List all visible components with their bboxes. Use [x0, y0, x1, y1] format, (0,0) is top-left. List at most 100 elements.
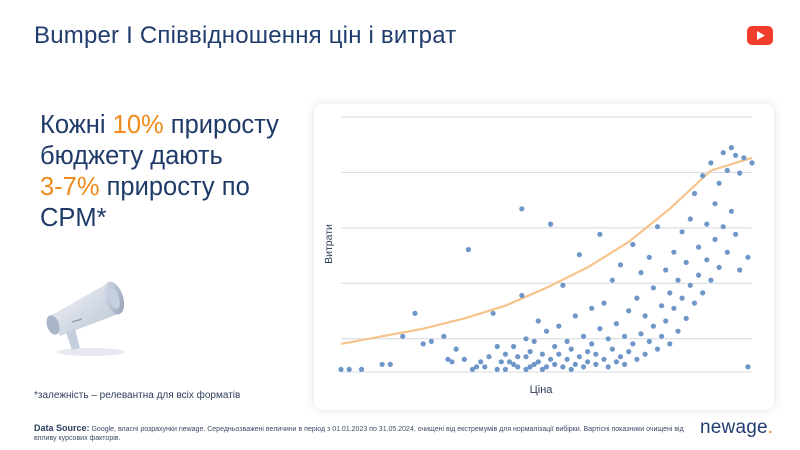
data-point: [531, 361, 537, 367]
data-point: [642, 351, 648, 357]
headline-line-1: Кожні 10% приросту: [40, 110, 310, 141]
data-point: [552, 361, 558, 367]
logo-dot: .: [767, 417, 774, 438]
data-point: [502, 351, 508, 357]
megaphone-icon: [46, 281, 125, 356]
data-point: [650, 323, 656, 329]
data-point: [609, 346, 615, 352]
data-point: [737, 267, 743, 273]
data-point: [704, 221, 710, 227]
data-point: [502, 366, 508, 372]
data-point: [687, 216, 693, 222]
chart-card: Ціна Витрати: [314, 104, 774, 410]
x-axis-label: Ціна: [530, 384, 554, 396]
data-point: [585, 349, 591, 355]
data-point: [358, 366, 365, 372]
headline-line-3: 3-7% приросту по: [40, 172, 310, 203]
data-point: [515, 354, 521, 360]
page-title: Bumper I Співвідношення цін і витрат: [34, 22, 457, 49]
data-point: [523, 366, 529, 372]
data-point: [696, 272, 702, 278]
data-point: [482, 364, 488, 370]
data-point: [593, 361, 599, 367]
data-point: [728, 145, 734, 151]
data-point: [441, 333, 447, 339]
data-point: [675, 328, 681, 334]
headline-accent-range: 3-7%: [40, 173, 100, 201]
data-point: [634, 295, 640, 301]
data-point: [593, 351, 599, 357]
data-point: [474, 364, 480, 370]
data-point: [519, 206, 525, 212]
data-point: [379, 361, 385, 367]
data-point: [650, 285, 656, 291]
data-point: [387, 361, 393, 367]
data-point: [716, 180, 722, 186]
data-point: [568, 346, 574, 352]
data-point: [663, 267, 669, 273]
data-point: [737, 170, 743, 176]
headline-line-4: CPM*: [40, 204, 107, 232]
data-point: [626, 308, 632, 314]
data-point: [465, 247, 471, 253]
headline: Кожні 10% приросту бюджету дають 3-7% пр…: [40, 110, 310, 234]
data-point: [572, 313, 578, 319]
data-point: [630, 341, 636, 347]
data-point: [580, 364, 587, 370]
data-point: [613, 321, 619, 327]
data-point: [691, 190, 698, 197]
data-point: [646, 254, 652, 260]
data-point: [745, 364, 751, 370]
data-point: [523, 336, 529, 342]
data-point: [617, 354, 624, 360]
data-point: [720, 224, 726, 230]
data-point: [679, 229, 685, 235]
data-point: [728, 208, 734, 214]
data-point: [478, 359, 484, 365]
data-point: [712, 236, 718, 242]
data-point: [346, 366, 352, 372]
data-point: [527, 349, 533, 355]
data-point: [613, 359, 619, 365]
data-point: [683, 259, 689, 265]
data-point: [671, 249, 677, 255]
data-point: [733, 231, 739, 237]
data-point: [420, 341, 426, 347]
data-point: [749, 160, 755, 166]
data-point: [700, 173, 706, 179]
data-point: [654, 224, 661, 230]
data-point: [486, 354, 492, 360]
data-point: [400, 333, 406, 339]
data-point: [700, 290, 706, 296]
data-point: [589, 305, 595, 311]
data-point: [564, 338, 570, 344]
data-point: [556, 351, 562, 357]
data-point: [519, 292, 525, 299]
data-point: [585, 359, 591, 365]
data-point: [720, 150, 726, 156]
data-point: [576, 354, 582, 360]
data-point: [428, 338, 434, 344]
data-source: Data Source: Google, власні розрахунки n…: [34, 424, 694, 443]
data-source-text: Google, власні розрахунки newage. Середн…: [34, 426, 684, 442]
data-point: [622, 361, 628, 367]
data-point: [741, 155, 747, 161]
data-point: [531, 338, 537, 344]
data-point: [338, 366, 344, 372]
data-point: [634, 356, 640, 362]
data-point: [663, 318, 669, 324]
data-point: [724, 167, 730, 174]
data-point: [704, 257, 710, 263]
data-point: [494, 343, 500, 350]
data-point: [609, 277, 615, 283]
data-point: [687, 282, 693, 288]
data-point: [564, 356, 570, 362]
data-point: [572, 361, 578, 367]
data-point: [671, 305, 677, 311]
data-point: [461, 356, 467, 362]
data-point: [543, 364, 550, 370]
data-point: [745, 254, 751, 260]
data-point: [638, 331, 644, 337]
data-point: [498, 359, 504, 365]
data-point: [469, 366, 476, 372]
